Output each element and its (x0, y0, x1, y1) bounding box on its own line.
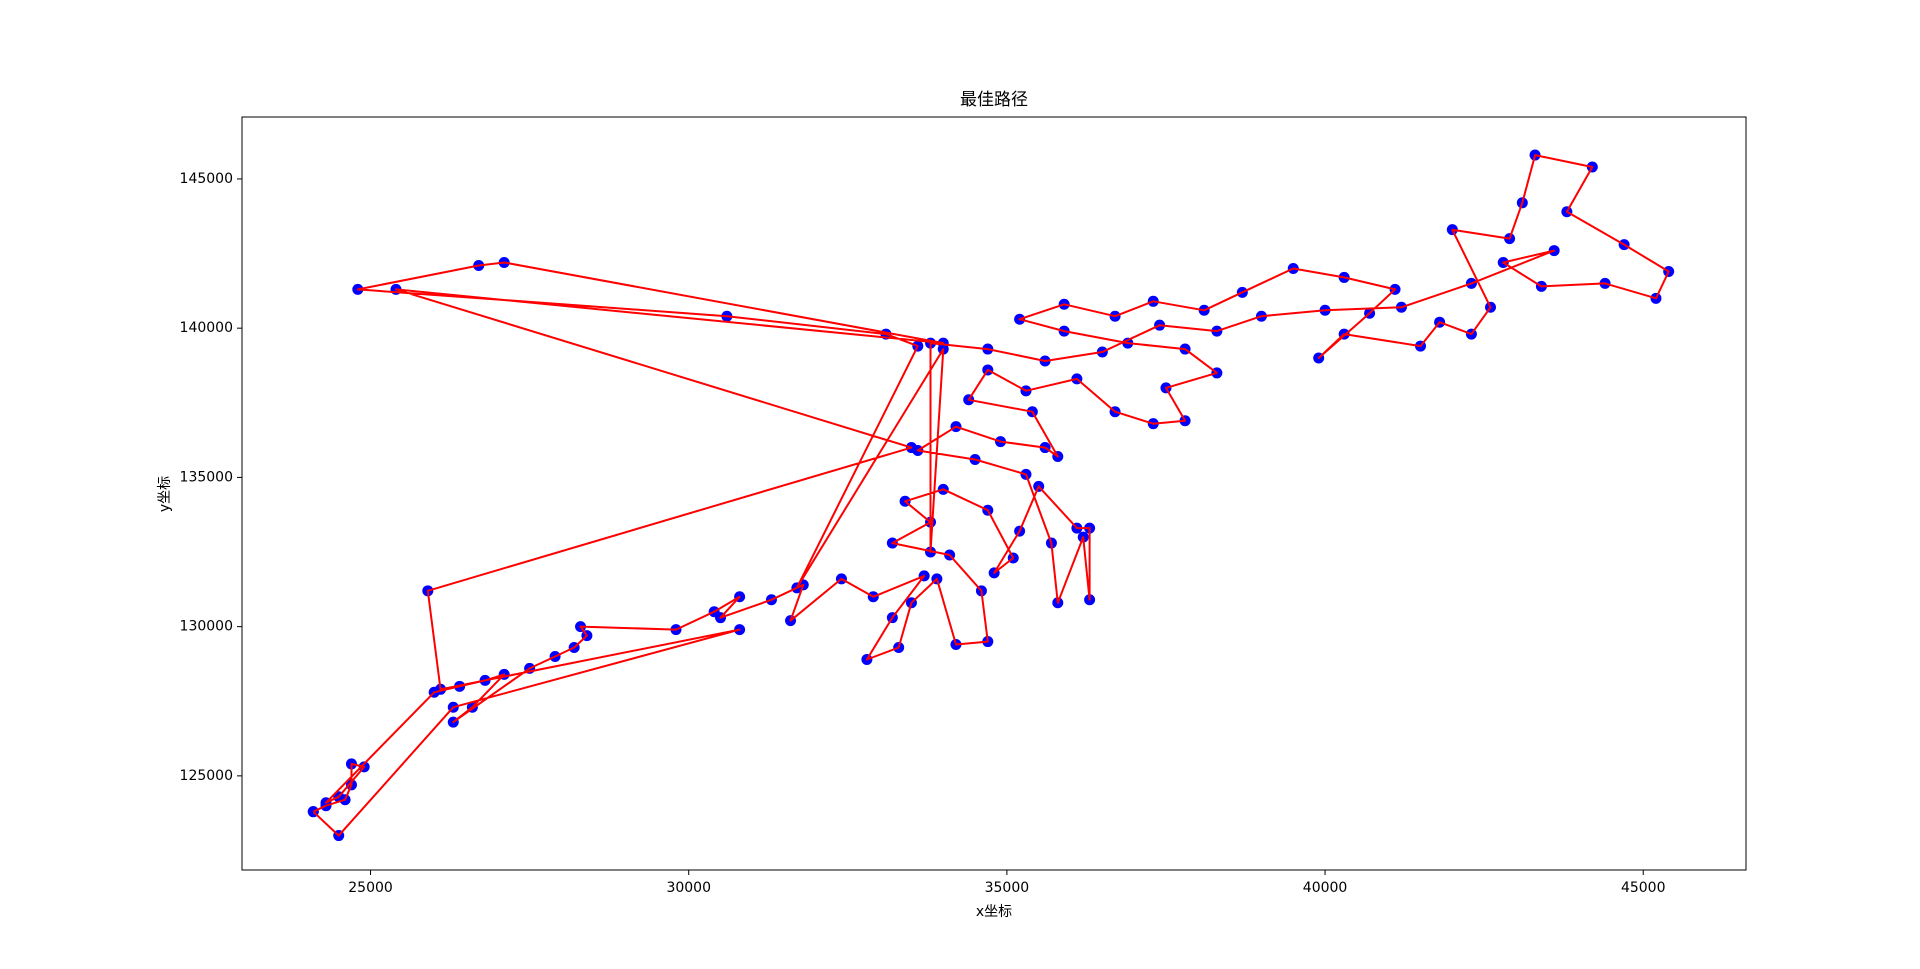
y-axis-label: y坐标 (157, 476, 173, 512)
x-tick-label: 40000 (1303, 880, 1348, 896)
x-tick-label: 30000 (666, 880, 711, 896)
y-tick-label: 135000 (180, 469, 233, 485)
x-tick-label: 45000 (1621, 880, 1666, 896)
x-tick-label: 35000 (985, 880, 1030, 896)
x-tick-label: 25000 (348, 880, 393, 896)
plot-frame (241, 116, 1747, 871)
route-line (312, 154, 1670, 837)
y-tick-label: 140000 (180, 320, 233, 336)
y-tick-label: 145000 (180, 171, 233, 187)
chart-title: 最佳路径 (960, 90, 1028, 110)
y-tick-label: 125000 (180, 768, 233, 784)
y-tick-label: 130000 (180, 619, 233, 635)
x-axis-label: x坐标 (976, 904, 1012, 920)
